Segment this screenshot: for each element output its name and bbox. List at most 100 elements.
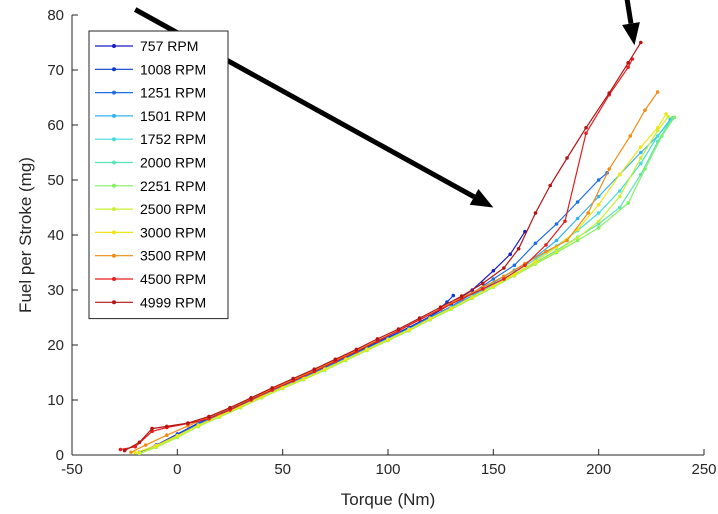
- data-point: [596, 211, 601, 215]
- x-tick-label: -50: [61, 461, 83, 478]
- legend-label: 2000 RPM: [140, 155, 206, 171]
- data-point: [626, 61, 630, 65]
- data-point: [407, 327, 411, 332]
- legend-label: 3000 RPM: [140, 224, 206, 240]
- data-point: [666, 114, 670, 119]
- data-point: [554, 238, 559, 243]
- data-point: [386, 337, 390, 342]
- data-point: [301, 376, 306, 381]
- legend-item: 1752 RPM: [95, 131, 206, 147]
- data-point: [664, 112, 668, 116]
- data-point: [118, 447, 123, 452]
- data-point: [508, 252, 512, 257]
- legend-swatch-marker: [112, 300, 116, 305]
- legend-item: 3000 RPM: [95, 224, 206, 240]
- series-11: [122, 40, 643, 453]
- y-tick-label: 70: [47, 62, 64, 79]
- data-point: [143, 443, 148, 447]
- data-point: [137, 440, 142, 445]
- arrow-head: [622, 22, 640, 46]
- arrow-shaft: [624, 0, 634, 24]
- legend-label: 1752 RPM: [140, 131, 206, 147]
- series-layer: [118, 40, 677, 455]
- y-tick-label: 0: [56, 447, 64, 464]
- data-point: [607, 167, 611, 171]
- legend-swatch-marker: [112, 277, 116, 281]
- data-point: [626, 65, 630, 70]
- data-point: [165, 424, 169, 429]
- data-point: [502, 266, 506, 270]
- y-tick-label: 60: [47, 117, 64, 134]
- data-point: [365, 347, 369, 352]
- data-point: [575, 216, 580, 221]
- legend-item: 1501 RPM: [95, 108, 206, 124]
- legend-item: 4999 RPM: [95, 294, 206, 310]
- data-point: [154, 443, 159, 448]
- data-point: [563, 219, 567, 224]
- y-axis-label: Fuel per Stroke (mg): [16, 157, 35, 313]
- legend-label: 2251 RPM: [140, 178, 206, 194]
- y-tick-label: 80: [47, 7, 64, 24]
- data-point: [428, 316, 432, 321]
- data-point: [672, 115, 677, 120]
- series-8: [133, 112, 668, 455]
- data-point: [122, 448, 127, 453]
- legend-label: 1251 RPM: [140, 85, 206, 101]
- data-point: [533, 241, 538, 246]
- data-point: [617, 194, 622, 199]
- legend-label: 3500 RPM: [140, 248, 206, 264]
- data-point: [516, 246, 521, 251]
- data-point: [137, 451, 142, 455]
- data-point: [596, 194, 601, 199]
- legend-swatch-marker: [112, 44, 116, 48]
- legend-label: 4500 RPM: [140, 271, 206, 287]
- data-point: [617, 205, 622, 210]
- data-point: [596, 219, 601, 224]
- data-point: [186, 421, 190, 425]
- data-point: [438, 305, 443, 309]
- data-point: [660, 134, 664, 138]
- x-axis-label: Torque (Nm): [341, 490, 435, 509]
- data-point: [554, 222, 559, 226]
- legend-swatch-marker: [112, 253, 116, 258]
- data-point: [449, 306, 454, 310]
- data-point: [459, 297, 464, 301]
- y-tick-label: 50: [47, 172, 64, 189]
- x-tick-label: 50: [274, 461, 291, 478]
- data-point: [639, 156, 643, 160]
- data-point: [655, 134, 660, 138]
- x-tick-label: 150: [481, 461, 506, 478]
- data-point: [626, 201, 630, 205]
- data-point: [396, 327, 401, 331]
- legend-label: 1501 RPM: [140, 108, 206, 124]
- data-point: [344, 357, 348, 362]
- x-tick-label: 0: [173, 461, 181, 478]
- legend-swatch-marker: [112, 230, 116, 235]
- data-point: [607, 91, 611, 95]
- data-point: [565, 156, 569, 160]
- legend-swatch-marker: [112, 113, 116, 118]
- y-tick-label: 20: [47, 337, 64, 354]
- data-point: [196, 423, 201, 428]
- data-point: [502, 277, 506, 281]
- legend-item: 1008 RPM: [95, 61, 206, 77]
- legend-swatch-marker: [112, 207, 116, 212]
- data-point: [333, 357, 338, 362]
- legend-item: 2500 RPM: [95, 201, 206, 217]
- data-point: [470, 295, 475, 299]
- data-point: [354, 347, 359, 352]
- legend-item: 2000 RPM: [95, 155, 206, 171]
- legend-item: 1251 RPM: [95, 85, 206, 101]
- data-point: [533, 211, 538, 215]
- data-point: [544, 243, 548, 247]
- data-point: [596, 202, 601, 207]
- data-point: [596, 226, 601, 230]
- legend-swatch-marker: [112, 183, 116, 188]
- data-point: [207, 414, 211, 419]
- data-point: [548, 183, 553, 188]
- data-point: [639, 150, 643, 155]
- data-point: [417, 316, 422, 320]
- data-point: [165, 433, 169, 438]
